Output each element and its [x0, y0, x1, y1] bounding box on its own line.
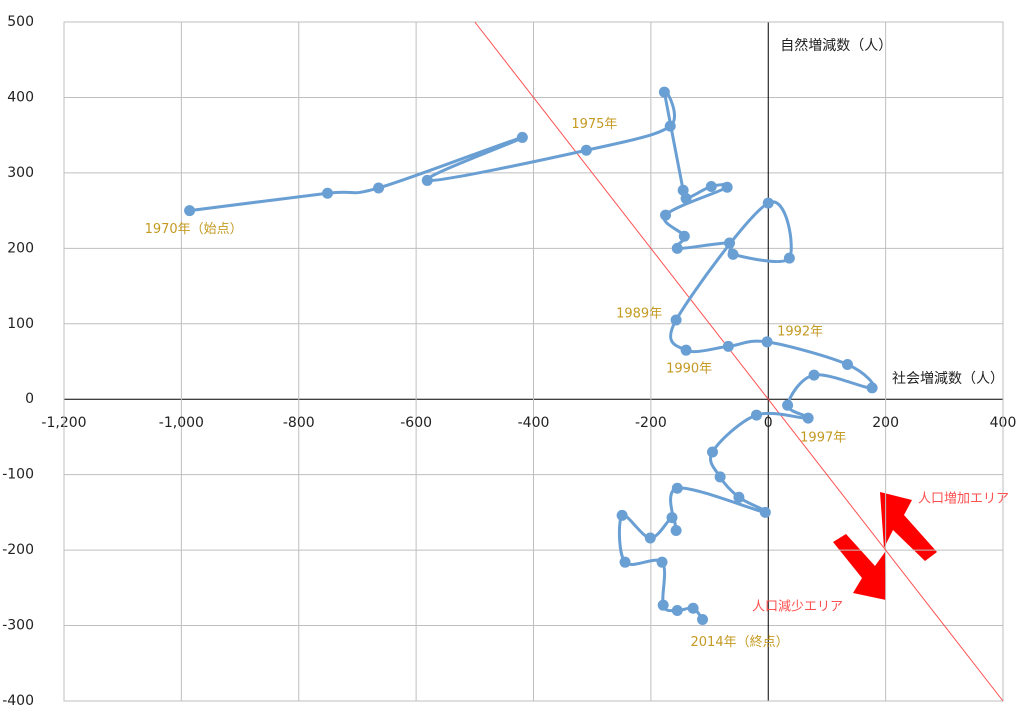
point — [722, 340, 734, 352]
point — [516, 131, 528, 143]
point — [782, 399, 794, 411]
point-label: 1997年 — [800, 431, 846, 446]
point — [721, 181, 733, 193]
x-tick-label: -1,000 — [159, 415, 204, 431]
area-label: 人口増加エリア — [918, 492, 1009, 507]
reference-line — [474, 21, 1004, 702]
y-tick-label: 400 — [7, 89, 34, 105]
point — [644, 532, 656, 544]
x-tick-label: -400 — [518, 415, 550, 431]
point — [687, 602, 699, 614]
x-tick-label: -200 — [635, 415, 667, 431]
point-label: 1989年 — [616, 307, 662, 322]
point — [184, 205, 196, 217]
point-label: 1970年（始点） — [145, 222, 243, 237]
arrow-down — [833, 534, 886, 600]
point — [677, 184, 689, 196]
point — [619, 556, 631, 568]
point — [658, 86, 670, 98]
point — [580, 144, 592, 156]
point — [421, 174, 433, 186]
area-label: 人口減少エリア — [752, 599, 843, 615]
point — [656, 556, 668, 568]
x-tick-label: -600 — [400, 415, 432, 431]
point — [657, 599, 669, 611]
point — [727, 248, 739, 260]
y-tick-label: 100 — [7, 316, 34, 332]
x-axis-title: 社会増減数（人） — [892, 370, 1004, 387]
point-label: 1990年 — [666, 362, 712, 377]
point — [671, 242, 683, 254]
point — [733, 491, 745, 503]
x-tick-label: -800 — [283, 415, 315, 431]
point — [808, 369, 820, 381]
point — [706, 446, 718, 458]
y-tick-label: -200 — [2, 542, 34, 558]
point — [802, 412, 814, 424]
y-tick-label: -300 — [2, 618, 34, 634]
point — [762, 197, 774, 209]
point-label: 1992年 — [777, 324, 823, 339]
point — [751, 409, 763, 421]
point — [671, 482, 683, 494]
point — [697, 614, 709, 626]
point — [759, 506, 771, 518]
point — [373, 182, 385, 194]
area-arrows — [833, 492, 937, 600]
y-tick-label: 300 — [7, 165, 34, 181]
x-tick-label: 0 — [764, 415, 773, 431]
y-tick-label: 500 — [7, 14, 34, 30]
point — [761, 336, 773, 348]
y-tick-label: 0 — [25, 391, 34, 407]
point — [670, 524, 682, 536]
point — [671, 604, 683, 616]
x-tick-label: 200 — [872, 415, 899, 431]
point — [664, 120, 676, 132]
point — [680, 344, 692, 356]
point — [841, 359, 853, 371]
point — [678, 230, 690, 242]
y-tick-label: 200 — [7, 240, 34, 256]
point — [322, 187, 334, 199]
point — [783, 252, 795, 264]
point-label: 2014年（終点） — [691, 634, 789, 650]
point — [660, 209, 672, 221]
y-tick-label: -100 — [2, 467, 34, 483]
y-tick-label: -400 — [2, 693, 34, 706]
point — [680, 193, 692, 205]
point — [705, 180, 717, 192]
y-axis-title: 自然増減数（人） — [780, 37, 892, 54]
point-label: 1975年 — [571, 117, 617, 132]
arrow-up — [880, 492, 937, 561]
point — [670, 314, 682, 326]
point — [724, 237, 736, 249]
point — [714, 471, 726, 483]
point — [616, 509, 628, 521]
point — [866, 382, 878, 394]
plot-frame — [63, 21, 1004, 702]
series-line — [189, 88, 875, 621]
point — [666, 512, 678, 524]
